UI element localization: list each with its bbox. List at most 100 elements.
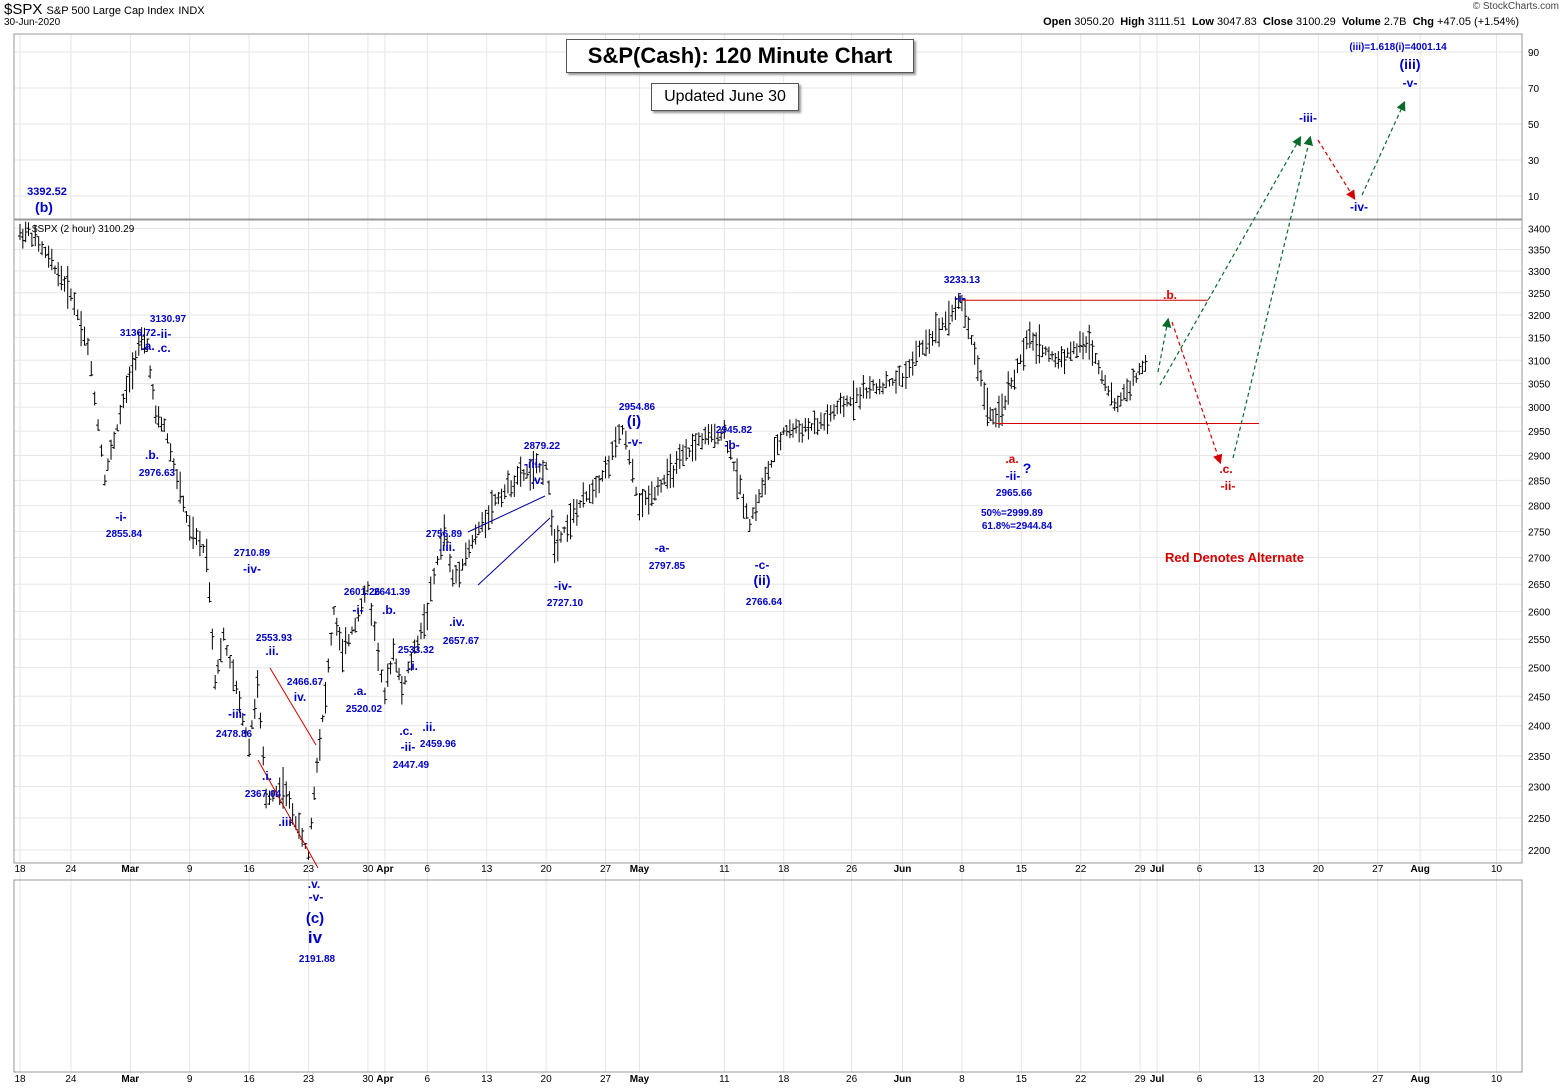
wave-label: 3136.72 [120,328,157,339]
wave-label: 2976.63 [139,468,176,479]
x-tick-label: Mar [121,1074,139,1085]
x-tick-label: 6 [1197,1074,1203,1085]
symbol-heading: $SPX S&P 500 Large Cap Index INDX [4,1,205,18]
x-tick-label: 27 [600,864,612,875]
wave-label: 2641.39 [374,587,411,598]
y-tick-label: 2750 [1528,527,1551,538]
x-tick-label: 11 [719,864,730,875]
wave-label: iv. [294,690,306,704]
wave-label: 2553.93 [256,633,293,644]
x-tick-label: 8 [959,864,965,875]
y-tick-label: 2600 [1528,607,1551,618]
wave-label: .c. [399,724,412,738]
wave-label: 2954.86 [619,402,656,413]
x-tick-label: 26 [846,1074,858,1085]
wave-label: -a- [655,541,670,555]
x-tick-label: Jul [1150,1074,1165,1085]
projection-arrow [1317,139,1356,201]
x-tick-label: 13 [1253,1074,1265,1085]
x-tick-label: 18 [14,864,26,875]
x-tick-label: 30 [362,1074,374,1085]
wave-label: 2459.96 [420,739,457,750]
wave-label: 3392.52 [27,186,67,198]
wave-label: .v. [308,877,320,891]
wave-label: 2756.89 [426,529,463,540]
chart-grid [14,34,1522,1072]
x-tick-label: 11 [719,1074,730,1085]
y-tick-label: 3150 [1528,333,1551,344]
chart-date: 30-Jun-2020 [4,17,61,28]
wave-label: 2766.64 [746,597,783,608]
y-tick-label: 2450 [1528,692,1551,703]
x-tick-label: 27 [600,1074,612,1085]
wave-label: -b- [724,438,739,452]
wave-label: 3130.97 [150,314,187,325]
y-tick-label: 3100 [1528,356,1551,367]
wave-label: .b. [1163,288,1177,302]
x-tick-label: 27 [1372,864,1384,875]
price-panel [13,219,1523,864]
x-tick-label: Jun [894,1074,912,1085]
x-tick-label: 6 [425,1074,431,1085]
y-tick-label: 3400 [1528,224,1551,235]
chg-label: Chg [1412,16,1434,28]
y-tick-label: 2500 [1528,663,1551,674]
x-tick-label: 27 [1372,1074,1384,1085]
upper-tick-label: 30 [1528,156,1540,167]
wave-label: -v- [628,435,643,449]
projection-arrow [1159,135,1302,386]
wave-label: -i- [954,291,965,305]
channel-line [477,517,551,586]
wave-label: 2478.86 [216,729,253,740]
wave-label: 2710.89 [234,548,271,559]
projection-arrow [1232,135,1313,459]
x-tick-label: 16 [244,864,256,875]
wave-label: 2657.67 [443,636,480,647]
x-tick-label: 15 [1016,864,1028,875]
wave-label: 61.8%=2944.84 [982,521,1053,532]
wave-label: (b) [35,199,53,215]
wave-label: (iii)=1.618(i)=4001.14 [1349,42,1447,53]
chart-title: S&P(Cash): 120 Minute Chart [566,39,914,73]
close-value: 3100.29 [1295,16,1336,28]
open-label: Open [1043,16,1072,28]
wave-label: -v- [1403,76,1418,90]
wave-label: .i. [408,659,418,673]
channel-line [269,667,317,746]
open-value: 3050.20 [1074,16,1115,28]
x-tick-label: 18 [778,864,790,875]
wave-label: (ii) [753,572,770,588]
y-tick-label: 2800 [1528,502,1551,513]
wave-label: (iii) [1400,56,1421,72]
exchange: INDX [178,5,205,17]
y-tick-label: 2850 [1528,476,1551,487]
wave-label: -v- [309,890,324,904]
chg-value: +47.05 (+1.54%) [1437,16,1519,28]
x-tick-label: 30 [362,864,374,875]
wave-label: 2520.02 [346,704,383,715]
wave-label: .iii [278,815,291,829]
low-label: Low [1191,16,1214,28]
x-tick-label: 22 [1075,1074,1087,1085]
y-tick-label: 3050 [1528,379,1551,390]
low-value: 3047.83 [1217,16,1257,28]
wave-label: .iv. [449,615,465,629]
y-tick-label: 3000 [1528,403,1551,414]
y-tick-label: 2700 [1528,554,1551,565]
wave-label: .v. [531,473,543,487]
stockcharts-credit: © StockCharts.com [1472,1,1559,12]
y-tick-label: 2400 [1528,722,1551,733]
x-tick-label: Apr [376,864,393,875]
wave-label: iv [308,928,323,947]
x-tick-label: 29 [1135,864,1147,875]
wave-label: -ii- [157,327,172,341]
wave-labels: 3392.52(b)3136.72.a.3130.97-ii-.c..b.297… [27,42,1447,965]
wave-label: (i) [627,413,641,430]
x-tick-label: 9 [187,864,193,875]
alternate-note: Red Denotes Alternate [1165,550,1304,565]
x-tick-label: Aug [1410,864,1429,875]
wave-label: -iv- [243,562,261,576]
wave-label: (c) [306,910,324,927]
x-tick-label: Jul [1150,864,1165,875]
